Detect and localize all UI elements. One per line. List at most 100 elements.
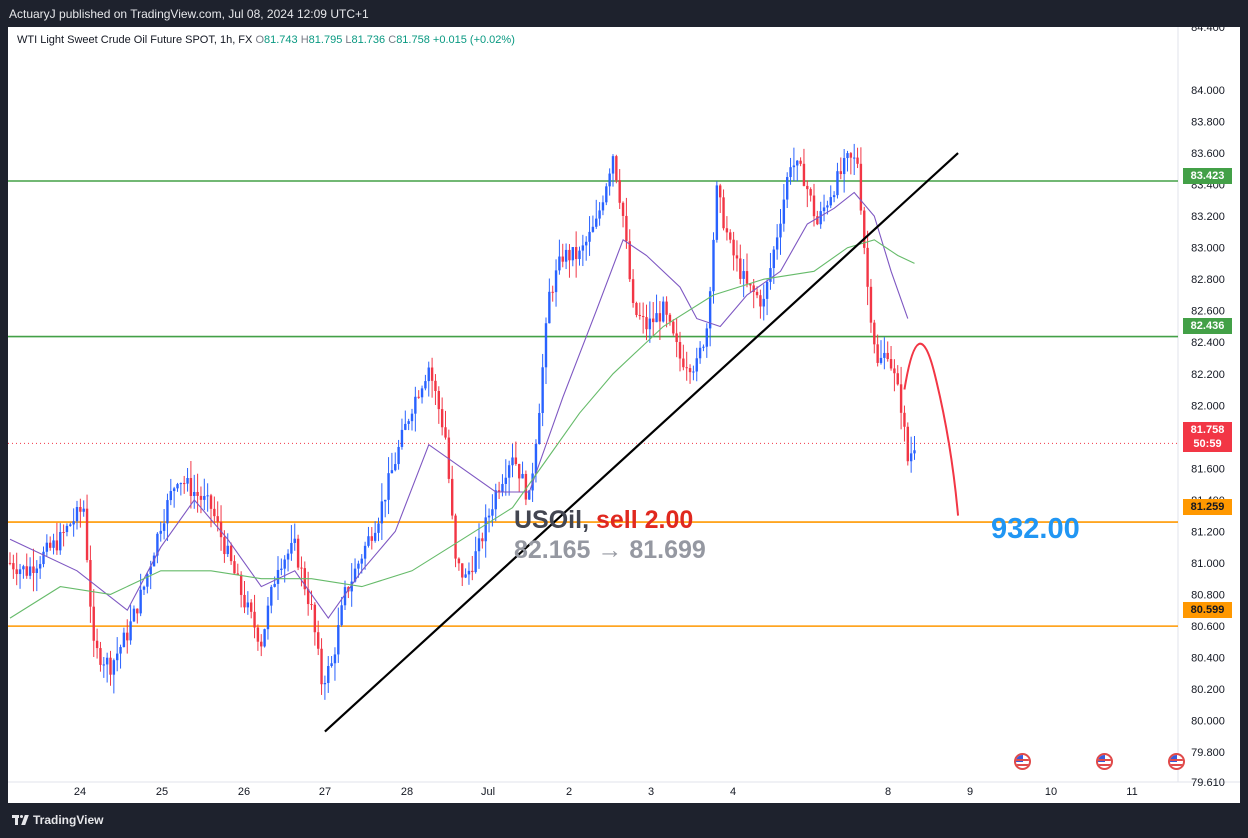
candle-body <box>889 359 893 369</box>
candle-body <box>404 423 407 430</box>
us-flag-event-icon[interactable] <box>1168 753 1185 770</box>
us-flag-event-icon[interactable] <box>1014 753 1031 770</box>
candle-body <box>585 241 588 246</box>
candle-body <box>471 570 474 573</box>
candle-body <box>494 490 497 510</box>
candle-body <box>786 177 789 200</box>
candle-body <box>55 540 59 551</box>
candle-body <box>712 239 715 292</box>
candle-body <box>317 632 320 649</box>
candle-body <box>116 653 119 661</box>
candle-body <box>481 538 484 542</box>
candle-body <box>869 286 873 323</box>
candle-body <box>635 302 638 315</box>
trade-symbol: USOil <box>514 506 583 534</box>
candle-body <box>323 682 327 685</box>
candle-body <box>250 602 253 612</box>
candle-body <box>822 207 826 212</box>
candle-body <box>705 328 708 347</box>
x-tick-label: 10 <box>1045 786 1057 798</box>
open-value: 81.743 <box>264 34 298 46</box>
candle-body <box>893 368 896 374</box>
candle-body <box>434 380 437 392</box>
candle-body <box>621 202 625 216</box>
candle-body <box>52 540 55 548</box>
candle-body <box>451 478 454 516</box>
candle-body <box>544 323 548 368</box>
candle-body <box>206 495 209 497</box>
price-chart[interactable]: 84.40084.00083.80083.60083.40083.20083.0… <box>8 27 1240 803</box>
y-tick-label: 80.200 <box>1191 684 1225 696</box>
candle-body <box>819 211 822 225</box>
x-tick-label: 2 <box>566 786 572 798</box>
candle-body <box>367 536 370 546</box>
chart-area[interactable]: 84.400 84.000 83.800 83.600 83.400 83.200 83.0… <box>8 27 1240 803</box>
candle-body <box>414 396 417 414</box>
candle-body <box>688 368 692 373</box>
candle-body <box>491 509 494 516</box>
candle-body <box>300 567 303 569</box>
x-tick-label: 4 <box>730 786 736 798</box>
candle-body <box>229 545 233 562</box>
candle-body <box>243 594 246 608</box>
candle-body <box>909 453 913 462</box>
y-tick-label: 79.610 <box>1191 777 1225 789</box>
candle-body <box>179 483 183 485</box>
trade-price-range: 82.165 → 81.699 <box>514 536 706 564</box>
candle-body <box>826 205 829 208</box>
candle-body <box>464 574 467 578</box>
candle-body <box>578 250 581 260</box>
x-tick-label: 25 <box>156 786 168 798</box>
candle-body <box>722 197 725 229</box>
candle-body <box>260 641 263 647</box>
candle-body <box>353 568 357 582</box>
candle-body <box>883 352 886 358</box>
candle-body <box>149 566 152 575</box>
candle-body <box>695 358 698 372</box>
candle-body <box>89 560 92 607</box>
trade-action: sell 2.00 <box>595 506 694 534</box>
current-price: 81.758 <box>1190 424 1225 436</box>
candle-body <box>749 283 752 286</box>
candle-body <box>538 412 541 445</box>
candle-body <box>99 648 102 665</box>
us-flag-event-icon[interactable] <box>1096 753 1113 770</box>
y-tick-label: 82.200 <box>1191 369 1225 381</box>
candle-body <box>142 586 146 590</box>
candle-body <box>12 563 15 570</box>
candle-body <box>732 239 735 256</box>
candle-body <box>28 566 32 576</box>
candle-body <box>370 536 373 541</box>
candle-body <box>675 333 678 343</box>
candle-body <box>183 483 186 485</box>
candle-body <box>256 627 260 642</box>
candle-body <box>896 373 899 385</box>
candle-body <box>601 202 605 211</box>
candle-body <box>394 464 397 471</box>
candle-body <box>876 344 879 363</box>
candle-body <box>507 465 511 478</box>
candle-body <box>574 247 578 260</box>
candle-body <box>645 317 648 330</box>
candle-body <box>430 367 434 381</box>
candle-body <box>384 499 387 502</box>
low-value: 81.736 <box>351 34 386 46</box>
candle-body <box>424 381 427 389</box>
candle-body <box>641 316 645 318</box>
publish-header: ActuaryJ published on TradingView.com, J… <box>0 0 1248 28</box>
candle-body <box>836 171 839 196</box>
candle-body <box>467 570 471 575</box>
candle-body <box>189 477 193 497</box>
candle-body <box>296 538 300 568</box>
tradingview-logo[interactable]: TradingView <box>12 813 103 827</box>
candle-body <box>521 473 524 479</box>
candle-body <box>588 231 591 242</box>
candle-body <box>504 477 507 484</box>
candle-body <box>739 258 742 279</box>
candle-body <box>313 604 317 633</box>
symbol-description: WTI Light Sweet Crude Oil Future SPOT, 1… <box>17 34 253 46</box>
candle-body <box>387 473 390 500</box>
candle-body <box>407 421 410 424</box>
candle-body <box>762 298 765 307</box>
candle-body <box>809 189 812 196</box>
